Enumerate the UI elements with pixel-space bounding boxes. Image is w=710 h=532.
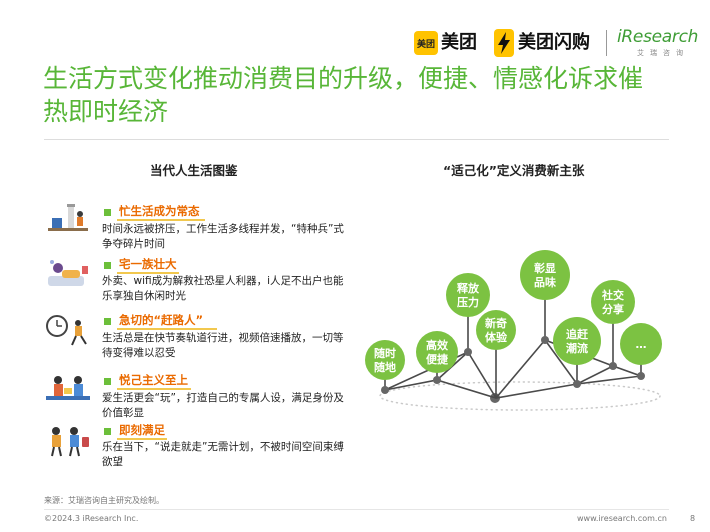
item-title-instant: 即刻满足 [119, 423, 165, 437]
item-desc-instant: 乐在当下，“说走就走”无需计划，不被时间空间束缚欲望 [102, 441, 344, 468]
item-title-homebody: 宅一族壮大 [119, 257, 177, 271]
iresearch-logo-subtitle: 艾瑞咨询 [637, 49, 689, 57]
meituan-logo-icon: 美团 [414, 31, 438, 55]
bubble-label: 随时随地 [374, 346, 396, 374]
item-desc-busy-life: 时间永远被挤压，工作生活多线程并发，“特种兵”式争夺碎片时间 [102, 223, 344, 250]
item-title-busy-life: 忙生活成为常态 [119, 204, 200, 218]
item-title-self-pleasing: 悦己主义至上 [119, 373, 188, 387]
clock-runner-icon [46, 315, 87, 346]
item-desc-homebody: 外卖、wifi成为解救社恐星人利器，i人足不出户也能乐享独自休闲时光 [102, 275, 344, 302]
left-section-heading: 当代人生活图鉴 [150, 163, 238, 178]
iresearch-logo: iResearch [617, 27, 699, 47]
title-underline [117, 388, 191, 390]
website-url: www.iresearch.com.cn [577, 514, 667, 523]
bubble-efficient-convenient [416, 331, 458, 373]
meituan-shangou-logo-text: 美团闪购 [518, 32, 590, 53]
page-number: 8 [690, 514, 696, 523]
item-desc-rushing: 生活总是在快节奏轨道行进，视频倍速播放，一切等待变得难以忍受 [102, 332, 344, 359]
self-pleasing-icon [46, 376, 90, 400]
consumer-demands-diagram: 随时随地 高效便捷 释放压力 新奇体验 彰显品味 追赶潮流 社交分享 … [365, 250, 662, 411]
bullet-square [104, 428, 111, 435]
footer-divider [44, 509, 669, 510]
bubble-release-pressure [446, 273, 490, 317]
bubble-label: 新奇体验 [485, 316, 508, 344]
junction-nodes [381, 336, 645, 394]
bubble-label: 社交分享 [601, 288, 624, 316]
bubble-social-sharing [591, 280, 635, 324]
bullet-square [104, 262, 111, 269]
homebody-icon [48, 260, 88, 286]
bullet-square [104, 318, 111, 325]
lightning-icon [494, 29, 514, 57]
page-title: 生活方式变化推动消费目的升级，便捷、情感化诉求催热即时经济 [43, 64, 644, 126]
right-section-heading: “适己化”定义消费新主张 [443, 163, 585, 178]
title-underline [117, 328, 217, 330]
bullet-square [104, 378, 111, 385]
bubble-label: 高效便捷 [426, 338, 449, 366]
bubble-show-taste [520, 250, 570, 300]
bubble-label: 追赶潮流 [566, 327, 589, 355]
item-desc-self-pleasing: 爱生活更会“玩”，打造自己的专属人设，满足身份及价值彰显 [102, 392, 344, 419]
meituan-logo-text: 美团 [441, 32, 477, 53]
bubble-label: 释放压力 [457, 281, 480, 309]
title-underline [117, 438, 167, 440]
bubble-more [620, 323, 662, 365]
instant-gratification-icon [51, 427, 89, 457]
item-title-rushing: 急切的“赶路人” [119, 313, 204, 327]
copyright: ©2024.3 iResearch Inc. [44, 514, 139, 523]
bullet-square [104, 209, 111, 216]
bubble-label: … [636, 338, 647, 351]
bubble-label: 彰显品味 [534, 261, 556, 289]
source-note: 来源：艾瑞咨询自主研究及绘制。 [44, 496, 164, 505]
logo-divider [606, 30, 607, 56]
bubble-novel-experience [476, 310, 516, 350]
busy-worker-icon [48, 204, 88, 231]
bubble-follow-trends [553, 317, 601, 365]
title-underline [117, 272, 179, 274]
title-underline [117, 219, 205, 221]
title-divider [44, 139, 669, 140]
bubble-anytime-anywhere [365, 340, 405, 380]
base-ellipse [379, 381, 661, 411]
